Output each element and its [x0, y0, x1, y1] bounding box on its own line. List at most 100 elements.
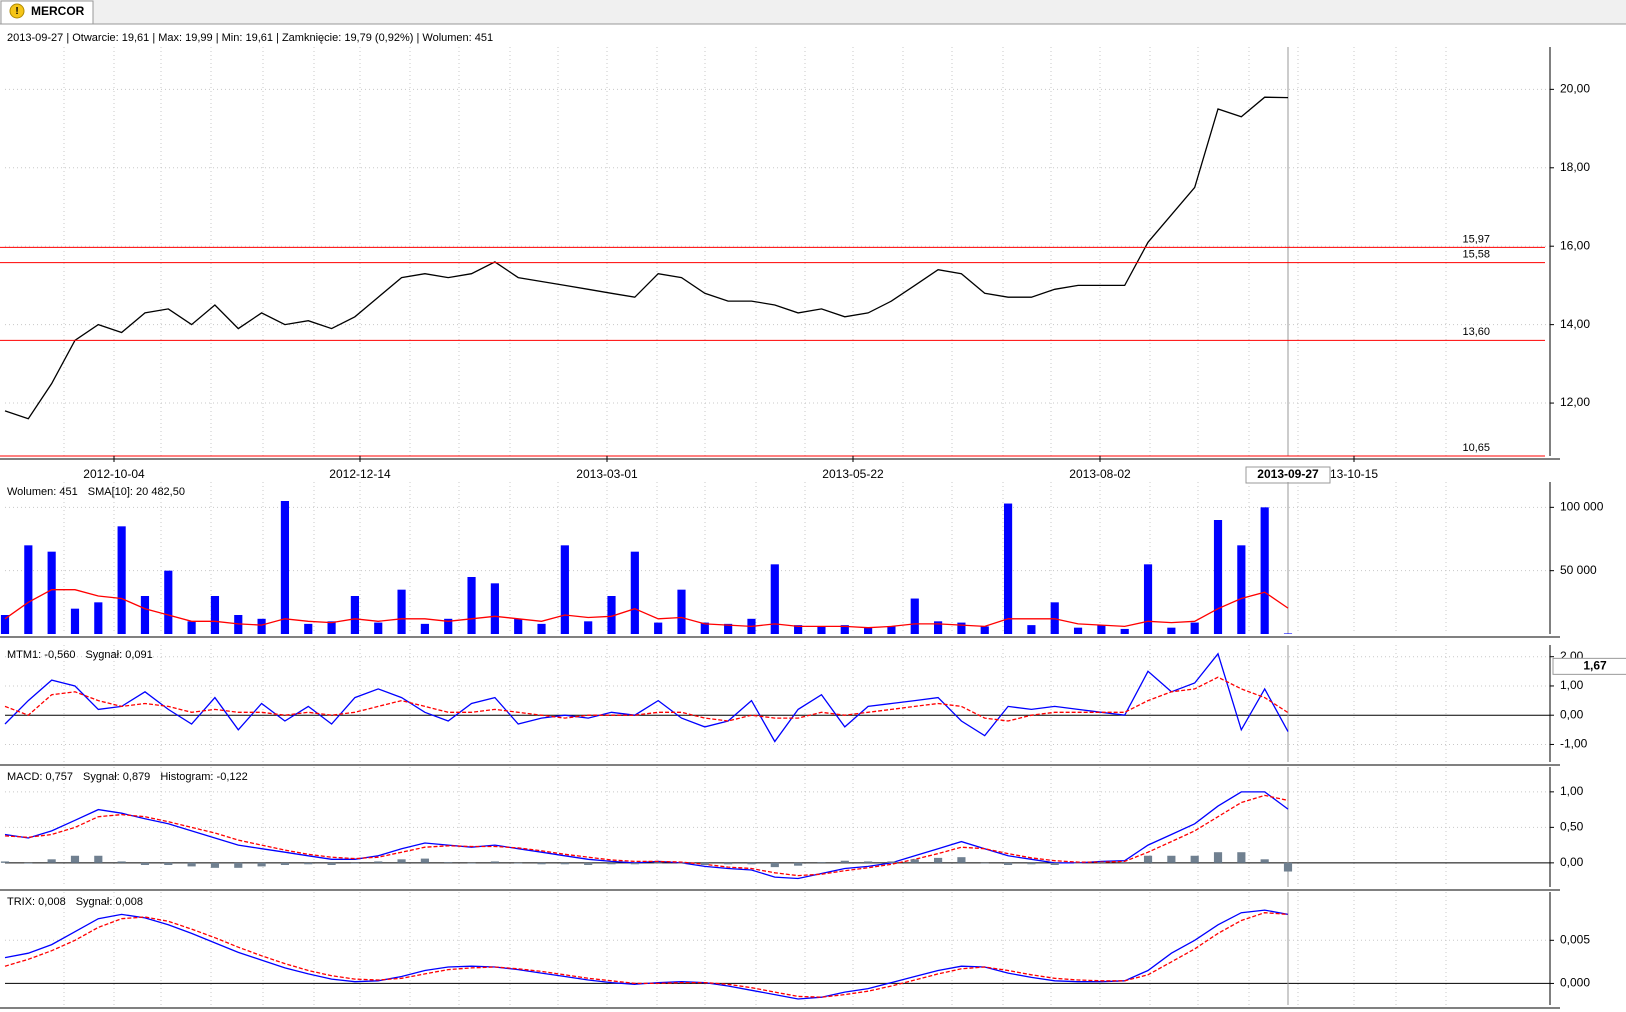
bar — [654, 862, 663, 864]
bar — [957, 622, 966, 634]
bar — [350, 596, 359, 634]
bar — [1027, 625, 1036, 634]
legend-entry: Sygnał: 0,091 — [85, 649, 152, 661]
bar — [70, 855, 80, 863]
bar — [117, 526, 126, 634]
y-tick-label: 100 000 — [1560, 500, 1604, 514]
bar — [0, 861, 10, 863]
bar — [770, 862, 779, 868]
bar — [1143, 564, 1153, 634]
line-series — [4, 909, 1289, 1000]
y-tick-label: 0,000 — [1560, 976, 1590, 990]
legend-entry: MACD: 0,757 — [7, 771, 73, 783]
bar — [444, 862, 453, 863]
legend-entry: SMA[10]: 20 482,50 — [88, 486, 185, 498]
bar — [490, 861, 499, 863]
bar — [210, 596, 220, 634]
bar — [537, 623, 546, 634]
tab-icon — [9, 3, 25, 19]
y-tick-label: 0,50 — [1560, 820, 1584, 834]
legend-entry: Wolumen: 451 — [7, 486, 78, 498]
line-series — [4, 652, 1289, 743]
bar — [1213, 520, 1223, 634]
bar — [934, 857, 943, 863]
bar — [1283, 862, 1293, 872]
bar — [700, 622, 709, 634]
bar — [304, 623, 313, 634]
legend-entry: Histogram: -0,122 — [160, 771, 247, 783]
bar — [584, 862, 593, 865]
bar — [1190, 855, 1199, 863]
x-tick-label: 2013-05-22 — [822, 467, 884, 481]
y-tick-label: 0,00 — [1560, 855, 1584, 869]
legend-entry: MTM1: -0,560 — [7, 649, 75, 661]
bar — [1283, 633, 1293, 634]
bar — [234, 862, 243, 868]
bar — [747, 862, 756, 865]
bar — [94, 602, 103, 634]
bar — [654, 622, 663, 634]
bar — [1073, 627, 1083, 634]
bar — [1050, 862, 1059, 865]
y-tick-label: 1,00 — [1560, 678, 1584, 692]
bar — [817, 862, 826, 863]
bar — [864, 627, 873, 634]
bar — [724, 862, 733, 865]
bar — [980, 862, 989, 864]
bar — [420, 623, 429, 634]
legend-entry: Sygnał: 0,008 — [76, 896, 143, 908]
bar — [700, 862, 709, 865]
bar — [1143, 855, 1153, 863]
bar — [1260, 507, 1269, 634]
bar — [1120, 862, 1129, 863]
bar — [280, 501, 290, 634]
bar — [490, 583, 499, 634]
tab[interactable] — [0, 0, 94, 25]
bar — [210, 862, 220, 868]
bar — [327, 621, 336, 634]
bar — [1097, 625, 1106, 634]
line-series — [4, 912, 1289, 998]
y-tick-label: 18,00 — [1560, 160, 1590, 174]
tab-title[interactable]: MERCOR — [31, 4, 85, 18]
bar — [1073, 862, 1083, 864]
bar — [724, 623, 733, 634]
bar — [607, 862, 616, 865]
cursor-label: 2013-09-27 — [1257, 467, 1319, 481]
bar — [677, 862, 686, 864]
y-tick-label: 0,00 — [1560, 707, 1584, 721]
bar — [1003, 503, 1013, 634]
y-tick-label: 20,00 — [1560, 82, 1590, 96]
bar — [397, 589, 406, 634]
bar — [1027, 862, 1036, 865]
bar — [560, 545, 569, 634]
bar — [117, 861, 126, 863]
line-series — [4, 676, 1289, 722]
level-label: 15,97 — [1462, 233, 1490, 245]
bar — [444, 618, 453, 634]
bar — [840, 625, 849, 634]
x-tick-label: 13-10-15 — [1330, 467, 1378, 481]
bar — [164, 862, 173, 865]
bar — [1237, 545, 1246, 634]
bar — [47, 551, 56, 634]
line-series — [4, 791, 1289, 880]
bar — [607, 596, 616, 634]
level-label: 13,60 — [1462, 326, 1490, 338]
bar — [560, 862, 569, 865]
bar — [584, 621, 593, 634]
y-tick-label: 16,00 — [1560, 238, 1590, 252]
legend-entry: TRIX: 0,008 — [7, 896, 66, 908]
bar — [1167, 855, 1176, 863]
bar — [934, 621, 943, 634]
bar — [980, 626, 989, 634]
bar — [1003, 862, 1013, 865]
cursor-box — [1552, 657, 1626, 675]
tab-bar — [0, 0, 1626, 24]
bar — [1260, 859, 1269, 863]
bar — [1237, 852, 1246, 863]
bar — [304, 862, 313, 865]
bar — [630, 862, 639, 865]
